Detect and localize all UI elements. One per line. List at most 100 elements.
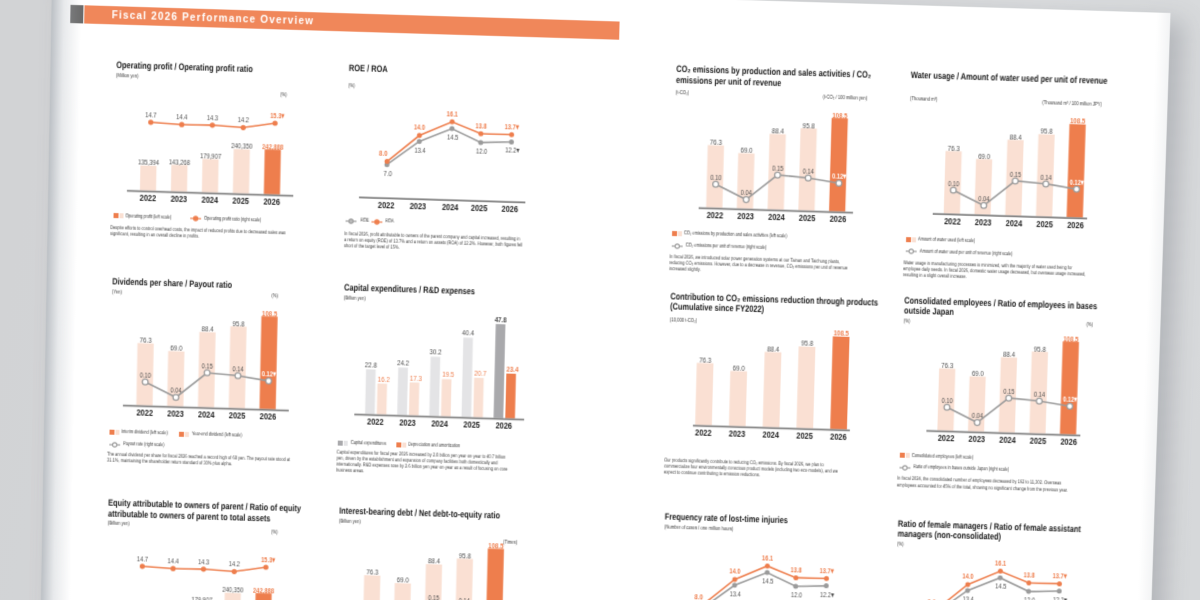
svg-text:0.15: 0.15: [772, 164, 783, 173]
svg-text:88.4: 88.4: [1009, 133, 1022, 142]
svg-text:0.12▾: 0.12▾: [832, 172, 847, 181]
svg-text:88.4: 88.4: [771, 127, 784, 136]
svg-text:16.2: 16.2: [378, 374, 390, 383]
svg-text:14.7: 14.7: [145, 110, 156, 119]
svg-text:14.4: 14.4: [167, 557, 178, 566]
svg-text:108.5: 108.5: [833, 329, 849, 338]
svg-text:13.8: 13.8: [1023, 570, 1034, 579]
svg-text:40.4: 40.4: [462, 328, 475, 337]
svg-text:2026: 2026: [1060, 436, 1077, 446]
svg-text:76.3: 76.3: [139, 336, 152, 345]
svg-text:0.15: 0.15: [1003, 387, 1014, 396]
svg-text:2026: 2026: [1067, 220, 1084, 231]
svg-text:69.0: 69.0: [971, 369, 984, 378]
svg-text:0.15: 0.15: [1009, 170, 1020, 179]
svg-text:14.0: 14.0: [962, 571, 973, 580]
svg-text:2024: 2024: [999, 434, 1016, 444]
svg-text:76.3: 76.3: [699, 355, 712, 364]
svg-text:12.2▾: 12.2▾: [820, 589, 834, 598]
svg-text:2026: 2026: [495, 420, 512, 430]
svg-text:0.10: 0.10: [139, 371, 150, 380]
svg-text:2022: 2022: [706, 210, 723, 221]
svg-text:2025: 2025: [1029, 435, 1046, 445]
svg-text:76.3: 76.3: [366, 568, 379, 577]
svg-text:20.7: 20.7: [474, 368, 486, 377]
svg-text:0.04: 0.04: [978, 194, 989, 203]
svg-text:13.8: 13.8: [475, 121, 486, 130]
svg-text:2026: 2026: [259, 411, 276, 421]
svg-text:0.14: 0.14: [802, 167, 813, 176]
svg-text:95.8: 95.8: [232, 319, 245, 328]
svg-text:14.5: 14.5: [447, 133, 458, 142]
svg-text:13.4: 13.4: [962, 594, 973, 600]
svg-text:108.5: 108.5: [832, 111, 848, 121]
svg-text:143,268: 143,268: [168, 157, 190, 167]
svg-text:47.8: 47.8: [494, 315, 507, 324]
svg-text:0.12▾: 0.12▾: [1062, 395, 1077, 404]
svg-text:2026: 2026: [829, 214, 846, 225]
svg-text:240,350: 240,350: [231, 141, 253, 151]
svg-text:2025: 2025: [228, 410, 245, 420]
svg-text:16.1: 16.1: [447, 109, 458, 118]
svg-text:242,888: 242,888: [253, 586, 275, 596]
svg-text:2023: 2023: [974, 217, 991, 228]
svg-text:2023: 2023: [968, 434, 985, 444]
svg-text:2023: 2023: [409, 201, 426, 212]
svg-text:108.5: 108.5: [1070, 117, 1086, 127]
svg-text:22.8: 22.8: [365, 360, 378, 369]
svg-text:2022: 2022: [944, 216, 961, 227]
svg-text:2026: 2026: [263, 196, 280, 207]
svg-text:14.7: 14.7: [136, 554, 147, 563]
svg-text:23.4: 23.4: [506, 364, 519, 373]
svg-text:0.14: 0.14: [232, 364, 243, 373]
svg-text:8.0: 8.0: [927, 597, 936, 600]
svg-text:88.4: 88.4: [201, 325, 214, 334]
svg-text:2022: 2022: [937, 433, 954, 443]
svg-text:2022: 2022: [136, 408, 153, 418]
svg-text:2024: 2024: [442, 201, 459, 212]
svg-text:95.8: 95.8: [1040, 127, 1053, 136]
svg-text:2022: 2022: [378, 200, 395, 211]
svg-text:95.8: 95.8: [1033, 344, 1046, 353]
svg-text:14.5: 14.5: [762, 576, 773, 585]
svg-text:2025: 2025: [232, 195, 249, 206]
svg-text:2023: 2023: [170, 193, 187, 204]
svg-text:14.3: 14.3: [198, 557, 209, 566]
svg-text:2022: 2022: [139, 192, 156, 203]
svg-text:95.8: 95.8: [459, 551, 472, 560]
svg-text:16.1: 16.1: [994, 558, 1005, 567]
svg-text:2025: 2025: [796, 430, 813, 440]
svg-text:2022: 2022: [695, 427, 712, 437]
svg-text:30.2: 30.2: [429, 347, 441, 356]
svg-text:95.8: 95.8: [802, 121, 815, 130]
svg-text:2022: 2022: [367, 416, 384, 426]
svg-text:13.4: 13.4: [729, 589, 740, 598]
svg-text:2023: 2023: [728, 428, 745, 438]
svg-text:2023: 2023: [737, 211, 754, 222]
svg-text:2024: 2024: [762, 429, 779, 439]
svg-text:2024: 2024: [201, 194, 218, 205]
svg-text:13.7▾: 13.7▾: [819, 566, 834, 575]
svg-text:0.10: 0.10: [941, 396, 952, 405]
svg-text:242,888: 242,888: [262, 141, 284, 151]
svg-text:76.3: 76.3: [709, 138, 722, 147]
svg-text:14.3: 14.3: [206, 112, 217, 121]
svg-text:2024: 2024: [431, 418, 448, 428]
svg-text:69.0: 69.0: [732, 363, 745, 372]
svg-text:69.0: 69.0: [740, 146, 753, 155]
svg-text:12.2▾: 12.2▾: [1052, 594, 1066, 600]
svg-text:17.3: 17.3: [410, 373, 423, 382]
svg-text:0.04: 0.04: [971, 411, 982, 420]
svg-text:12.2▾: 12.2▾: [505, 146, 519, 155]
svg-text:135,394: 135,394: [137, 157, 159, 167]
svg-text:2024: 2024: [198, 409, 215, 419]
svg-text:0.10: 0.10: [710, 173, 721, 182]
svg-text:0.04: 0.04: [170, 386, 181, 395]
svg-text:15.3▾: 15.3▾: [270, 110, 285, 119]
svg-text:2023: 2023: [167, 408, 184, 418]
svg-text:0.12▾: 0.12▾: [261, 370, 276, 379]
svg-text:0.14: 0.14: [459, 596, 470, 600]
svg-text:179,907: 179,907: [191, 595, 212, 600]
svg-text:14.2: 14.2: [228, 560, 239, 569]
svg-text:14.0: 14.0: [414, 123, 425, 132]
